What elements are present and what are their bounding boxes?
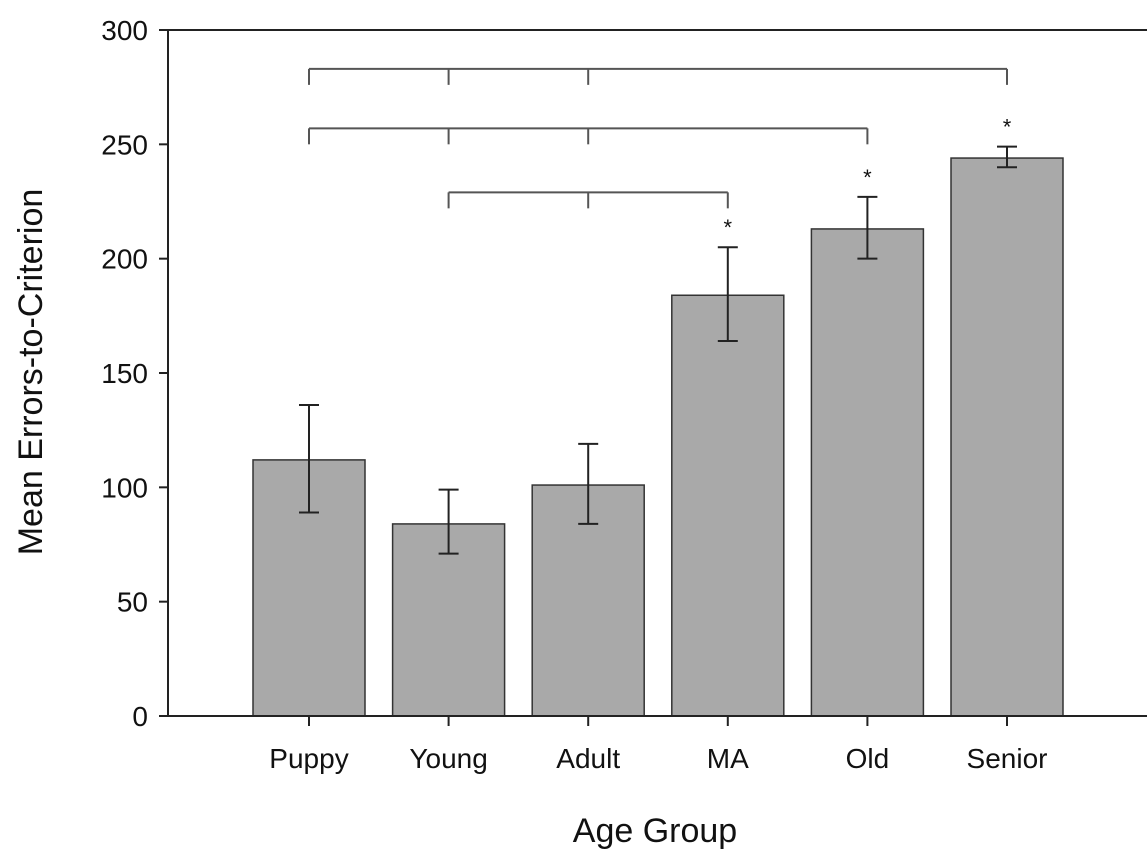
y-tick-label: 50: [117, 587, 148, 618]
error-bar: [857, 195, 878, 260]
bars: [252, 157, 1064, 717]
y-tick-label: 250: [101, 129, 148, 160]
y-tick-label: 0: [132, 701, 148, 732]
x-tick-label: Young: [409, 743, 487, 774]
comparison-bracket: [308, 127, 869, 145]
y-axis-title: Mean Errors-to-Criterion: [12, 189, 50, 556]
y-tick-label: 200: [101, 244, 148, 275]
x-tick-label: Senior: [967, 743, 1048, 774]
significance-star: *: [724, 215, 733, 240]
y-tick-label: 300: [101, 15, 148, 46]
error-bars: [299, 145, 1017, 555]
error-bar: [578, 442, 599, 525]
significance-star: *: [863, 165, 872, 190]
bar-ma: [671, 294, 785, 717]
significance-markers: * * *: [724, 115, 1012, 241]
error-bar: [717, 246, 738, 342]
x-tick-label: Adult: [556, 743, 620, 774]
comparison-brackets: [308, 67, 1008, 209]
x-axis-ticks: Puppy Young Adult MA Old Senior: [269, 716, 1047, 774]
y-tick-label: 100: [101, 472, 148, 503]
x-tick-label: Old: [846, 743, 890, 774]
y-tick-label: 150: [101, 358, 148, 389]
x-tick-label: MA: [707, 743, 749, 774]
bar-puppy: [252, 459, 366, 717]
bar-old: [810, 228, 925, 717]
error-bar: [299, 404, 319, 514]
bar-young: [391, 523, 506, 717]
comparison-bracket: [308, 67, 1008, 85]
comparison-bracket: [447, 191, 729, 209]
error-bar: [438, 488, 459, 555]
significance-star: *: [1003, 115, 1012, 140]
x-tick-label: Puppy: [269, 743, 348, 774]
bar-senior: [950, 157, 1064, 717]
y-axis-ticks: 0 50 100 150 200 250 300: [101, 15, 168, 732]
error-bar: [997, 145, 1017, 169]
axes: [167, 29, 1147, 717]
x-axis-title: Age Group: [573, 812, 737, 850]
